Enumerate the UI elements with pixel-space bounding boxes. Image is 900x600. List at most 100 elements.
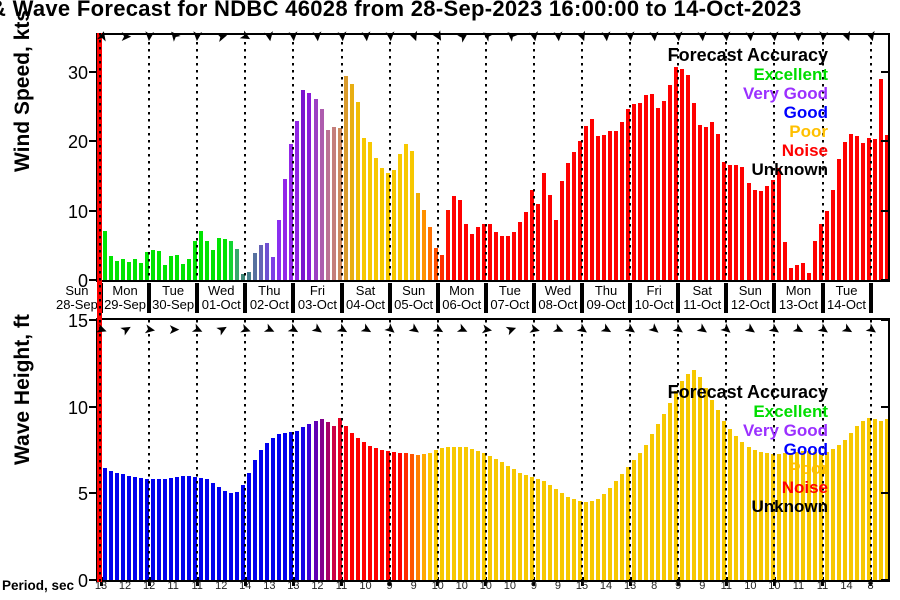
wave-bar xyxy=(469,449,474,580)
day-gridline xyxy=(629,35,632,280)
day-gridline xyxy=(340,320,343,580)
ytick-label: 10 xyxy=(67,201,88,222)
period-value: 10 xyxy=(768,580,781,592)
day-name: Fri xyxy=(646,283,662,298)
period-value: 13 xyxy=(623,580,637,592)
wind-bar xyxy=(644,94,649,280)
period-value: 10 xyxy=(455,580,468,592)
wind-bar xyxy=(764,186,769,280)
wind-bar xyxy=(572,152,577,280)
wave-bar xyxy=(127,476,132,580)
wave-bar xyxy=(247,472,252,580)
wave-bar xyxy=(403,453,408,580)
wave-panel xyxy=(96,318,890,582)
day-date: 04-Oct xyxy=(346,296,386,312)
period-day-tick xyxy=(724,577,728,586)
ytick-mark xyxy=(89,70,96,73)
wave-bar xyxy=(151,479,156,580)
ytick-mark xyxy=(89,492,96,495)
day-date: 06-Oct xyxy=(442,296,482,312)
wave-bar xyxy=(223,490,228,580)
day-date: 09-Oct xyxy=(586,296,626,312)
wind-bar xyxy=(199,230,204,280)
wave-bar xyxy=(620,474,625,580)
wind-bar xyxy=(824,211,829,280)
wave-bar xyxy=(530,476,534,580)
wave-bar xyxy=(842,439,847,580)
wind-bar xyxy=(307,93,312,280)
wind-bar xyxy=(361,138,366,280)
wave-bar xyxy=(457,446,462,580)
period-value: 11 xyxy=(816,580,829,592)
day-gridline xyxy=(484,35,487,280)
day-name: Mon xyxy=(449,283,475,298)
day-label: Fri 10-Oct xyxy=(630,284,678,311)
wind-bar xyxy=(758,191,763,280)
wind-direction-arrow: ➤ xyxy=(358,29,376,43)
day-gridline xyxy=(821,320,824,580)
wave-bar xyxy=(481,453,486,580)
period-value: 10 xyxy=(359,580,372,592)
wind-direction-arrow: ➤ xyxy=(189,29,207,43)
wave-bar xyxy=(397,452,402,580)
period-value: 10 xyxy=(479,580,492,592)
wave-bar xyxy=(836,444,841,580)
wave-bar xyxy=(283,432,288,580)
day-gridline xyxy=(581,35,583,280)
wind-bar xyxy=(265,242,270,280)
wind-bar xyxy=(554,219,559,280)
legend-wind: Forecast Accuracy Excellent Very Good Good… xyxy=(668,46,828,180)
wave-bar xyxy=(560,493,565,580)
wind-bar xyxy=(229,241,234,280)
wind-bar xyxy=(169,256,174,280)
wave-bar xyxy=(253,460,258,580)
wind-bar xyxy=(638,103,643,280)
day-date: 10-Oct xyxy=(634,296,674,312)
wind-bar xyxy=(139,262,144,280)
wave-bar xyxy=(463,447,468,580)
day-date: 03-Oct xyxy=(297,296,337,312)
legend-item-noise: Noise xyxy=(781,141,828,160)
wind-bar xyxy=(776,168,781,280)
ytick-label: 20 xyxy=(67,132,88,153)
wave-bar xyxy=(343,425,348,580)
wave-bar xyxy=(157,479,162,580)
ytick-mark xyxy=(881,319,888,321)
day-tick xyxy=(820,283,825,313)
day-gridline xyxy=(148,35,151,280)
period-day-tick xyxy=(869,577,873,586)
day-date: 30-Sep xyxy=(152,296,195,312)
wind-bar xyxy=(109,256,114,280)
wave-bar xyxy=(109,470,114,580)
wave-bar xyxy=(584,502,589,580)
wind-bar xyxy=(812,241,817,280)
day-label: Sat 11-Oct xyxy=(678,284,726,311)
wind-panel xyxy=(96,33,890,282)
wind-bar xyxy=(277,220,282,280)
day-gridline xyxy=(725,35,728,280)
wind-bar xyxy=(542,173,547,280)
wind-direction-arrow: ➤ xyxy=(791,30,808,42)
wave-bar xyxy=(337,417,342,580)
day-label: Mon 06-Oct xyxy=(438,284,486,311)
wave-bar xyxy=(493,458,498,580)
day-tick xyxy=(339,283,344,313)
wave-bar xyxy=(307,424,312,580)
wind-bar xyxy=(451,196,456,280)
wind-bar xyxy=(590,118,595,280)
wave-bar xyxy=(319,418,324,580)
period-value: 8 xyxy=(651,580,658,592)
wave-bar xyxy=(259,450,264,580)
day-label: Mon 13-Oct xyxy=(774,284,822,311)
wave-bar xyxy=(523,475,528,580)
wind-bar xyxy=(746,182,751,280)
day-name: Mon xyxy=(785,283,812,298)
wave-bar xyxy=(517,472,522,580)
wind-bar xyxy=(259,244,264,280)
ytick-mark xyxy=(89,579,96,581)
wind-bar xyxy=(325,130,330,280)
wind-bar xyxy=(866,137,871,280)
wind-bar xyxy=(481,223,486,280)
wave-bar xyxy=(175,476,180,580)
